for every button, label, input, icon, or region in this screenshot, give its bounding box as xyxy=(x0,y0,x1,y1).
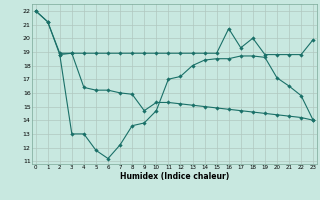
X-axis label: Humidex (Indice chaleur): Humidex (Indice chaleur) xyxy=(120,172,229,181)
